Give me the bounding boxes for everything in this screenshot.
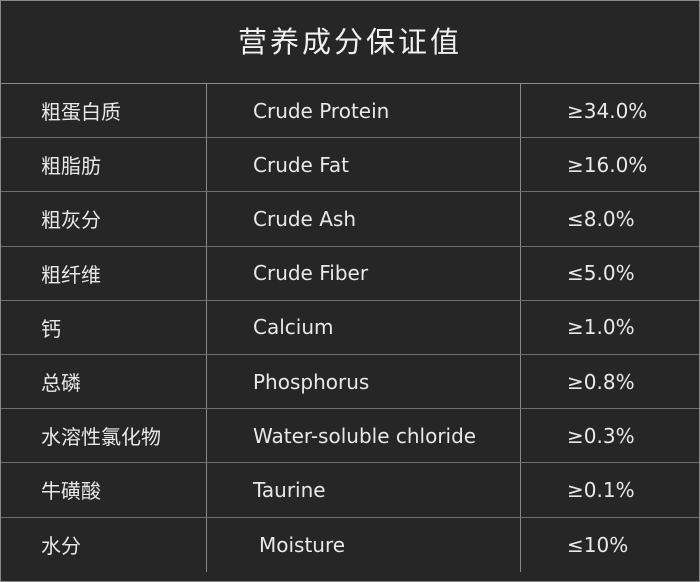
nutrient-name-cn: 总磷 — [1, 354, 207, 409]
nutrient-name-en: Crude Protein — [207, 84, 521, 138]
table-row: 粗脂肪 Crude Fat ≥16.0% — [1, 138, 699, 193]
table-row: 粗蛋白质 Crude Protein ≥34.0% — [1, 84, 699, 139]
nutrient-name-en: Crude Ash — [207, 192, 521, 246]
table-title: 营养成分保证值 — [1, 1, 699, 84]
table-row: 粗纤维 Crude Fiber ≤5.0% — [1, 246, 699, 301]
nutrient-name-cn: 粗脂肪 — [1, 138, 207, 192]
nutrient-value: ≥1.0% — [567, 315, 635, 340]
nutrient-value: ≤8.0% — [567, 206, 635, 231]
table-row: 粗灰分 Crude Ash ≤8.0% — [1, 192, 699, 247]
nutrient-name-cn: 水溶性氯化物 — [1, 409, 207, 463]
table-row: 水溶性氯化物 Water-soluble chloride ≥0.3% — [1, 409, 699, 464]
nutrient-name-en: Calcium — [207, 300, 521, 354]
nutrient-name-en: Phosphorus — [207, 354, 521, 409]
table-body: 粗蛋白质 Crude Protein ≥34.0% 粗脂肪 Crude Fat … — [1, 84, 699, 572]
nutrient-name-cn: 粗灰分 — [1, 192, 207, 246]
nutrient-value: ≤5.0% — [567, 261, 635, 286]
nutrient-value: ≥0.8% — [567, 369, 635, 394]
nutrient-value: ≤10% — [567, 532, 629, 557]
nutrient-name-cn: 水分 — [1, 517, 207, 572]
nutrient-name-cn: 牛磺酸 — [1, 463, 207, 517]
nutrient-name-cn: 钙 — [1, 300, 207, 354]
nutrient-name-cn: 粗蛋白质 — [1, 84, 207, 138]
nutrient-name-en: Water-soluble chloride — [207, 409, 521, 463]
nutrient-value: ≥34.0% — [567, 98, 648, 123]
nutrient-value: ≥0.1% — [567, 477, 635, 502]
nutrient-name-en: Crude Fiber — [207, 246, 521, 300]
nutrient-name-en: Crude Fat — [207, 138, 521, 192]
table-row: 总磷 Phosphorus ≥0.8% — [1, 354, 699, 410]
table-row: 水分 Moisture ≤10% — [1, 517, 699, 572]
table-row: 牛磺酸 Taurine ≥0.1% — [1, 463, 699, 518]
table-row: 钙 Calcium ≥1.0% — [1, 300, 699, 355]
nutrient-value: ≥16.0% — [567, 152, 648, 177]
nutrient-name-cn: 粗纤维 — [1, 246, 207, 300]
nutrient-name-en: Moisture — [207, 517, 521, 572]
nutrient-name-en: Taurine — [207, 463, 521, 517]
nutrient-value: ≥0.3% — [567, 423, 635, 448]
